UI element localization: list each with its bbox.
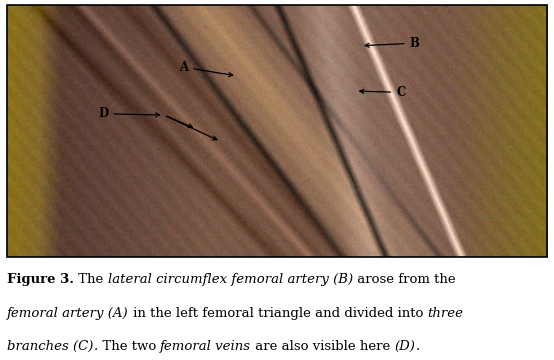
Text: three: three: [428, 306, 464, 320]
Text: lateral circumflex femoral artery (B): lateral circumflex femoral artery (B): [107, 273, 353, 286]
Text: D: D: [99, 107, 160, 120]
Text: femoral veins: femoral veins: [160, 340, 251, 353]
Text: .: .: [416, 340, 420, 353]
Text: (D): (D): [394, 340, 416, 353]
Text: are also visible here: are also visible here: [251, 340, 394, 353]
Text: The: The: [74, 273, 107, 286]
Text: . The two: . The two: [94, 340, 160, 353]
Text: A: A: [179, 60, 233, 77]
Text: Figure 3.: Figure 3.: [7, 273, 74, 286]
Text: branches (C): branches (C): [7, 340, 94, 353]
Text: arose from the: arose from the: [353, 273, 455, 286]
Text: in the left femoral triangle and divided into: in the left femoral triangle and divided…: [129, 306, 428, 320]
Text: C: C: [360, 86, 406, 99]
Text: B: B: [365, 37, 419, 50]
Text: femoral artery (A): femoral artery (A): [7, 306, 129, 320]
